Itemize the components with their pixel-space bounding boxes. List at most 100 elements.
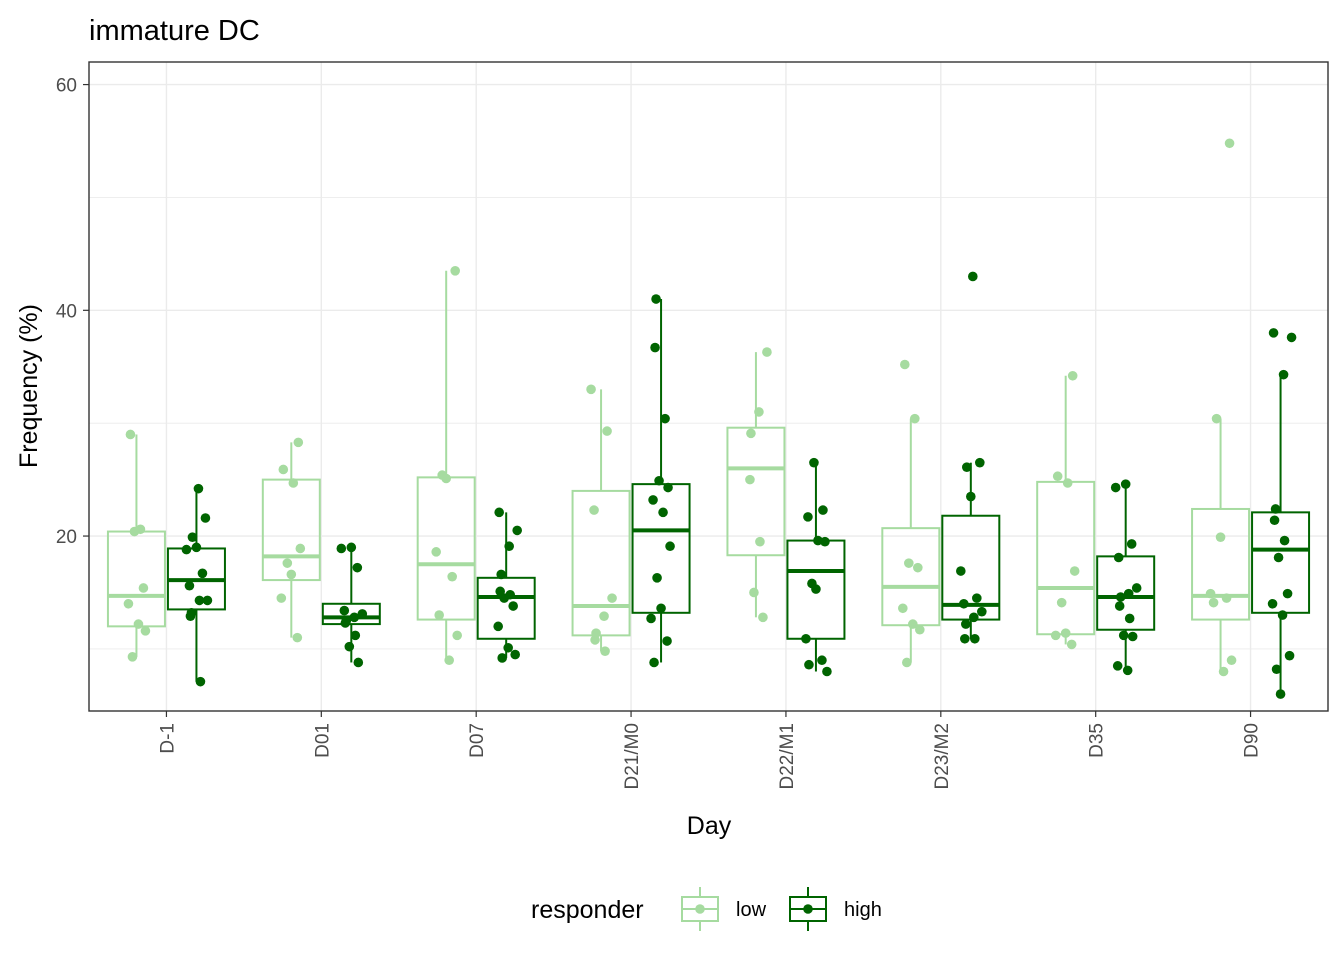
box-iqr	[1251, 511, 1311, 614]
data-point-high	[649, 657, 659, 668]
legend-label: low	[736, 899, 767, 921]
data-point-high	[646, 613, 656, 624]
data-point-low	[1211, 413, 1222, 424]
data-point-high	[652, 573, 662, 583]
data-point-low	[278, 464, 289, 475]
data-point-high	[1284, 650, 1295, 661]
legend: responder low high	[531, 887, 882, 931]
data-point-low	[762, 347, 772, 357]
x-tick-label: D07	[467, 723, 488, 758]
data-point-high	[1110, 482, 1121, 493]
x-axis-ticks: D-1 D01 D07 D21/M0 D22/M1 D23/M2 D35 D90	[157, 711, 1263, 790]
data-point-high	[822, 666, 832, 677]
x-axis-label: Day	[687, 812, 732, 840]
data-point-high	[1112, 661, 1123, 671]
y-tick-label: 40	[56, 301, 77, 322]
x-tick-label: D22/M1	[777, 723, 798, 790]
data-point-high	[818, 505, 828, 515]
data-point-high	[654, 475, 664, 486]
data-point-low	[127, 652, 138, 662]
data-point-high	[195, 676, 206, 687]
data-point-high	[1275, 689, 1286, 699]
data-point-high	[959, 598, 969, 609]
data-point-high	[494, 507, 504, 518]
data-point-low	[607, 593, 617, 603]
data-point-low	[755, 536, 765, 547]
data-point-high	[339, 605, 350, 616]
box-iqr	[476, 576, 536, 640]
y-tick-label: 60	[56, 76, 77, 97]
data-point-low	[1062, 478, 1073, 488]
data-point-high	[496, 569, 506, 580]
data-point-high	[1124, 613, 1135, 624]
box-low	[726, 352, 786, 618]
x-tick-label: D23/M2	[932, 723, 953, 790]
data-point-low	[910, 413, 920, 424]
data-point-high	[803, 512, 813, 522]
data-point-high	[656, 603, 666, 614]
panel-border	[88, 61, 1329, 712]
data-point-high	[493, 621, 503, 632]
data-point-high	[651, 294, 661, 304]
data-point-high	[962, 462, 972, 473]
legend-title: responder	[531, 896, 644, 924]
points	[123, 138, 1297, 699]
x-tick-label: D90	[1242, 723, 1263, 758]
data-point-high	[1282, 588, 1293, 599]
data-point-low	[1218, 666, 1229, 677]
data-point-low	[1224, 138, 1235, 149]
x-tick-label: D01	[312, 723, 333, 758]
data-point-high	[1286, 332, 1297, 343]
data-point-low	[898, 603, 908, 614]
data-point-low	[138, 583, 149, 593]
data-point-high	[648, 495, 658, 505]
data-point-high	[185, 611, 196, 621]
data-point-low	[282, 558, 293, 568]
data-point-high	[194, 595, 205, 606]
data-point-high	[187, 532, 198, 542]
data-point-low	[599, 611, 609, 621]
data-point-low	[1205, 588, 1216, 599]
data-point-high	[1123, 588, 1134, 599]
data-point-high	[650, 342, 660, 353]
data-point-high	[1278, 369, 1289, 380]
x-tick-label: D21/M0	[622, 723, 643, 790]
data-point-high	[181, 544, 192, 555]
data-point-high	[969, 612, 979, 623]
data-point-low	[431, 547, 441, 557]
data-point-low	[915, 624, 925, 635]
data-point-low	[125, 429, 136, 440]
data-point-low	[441, 473, 451, 484]
data-point-low	[1226, 655, 1237, 666]
data-point-high	[1115, 592, 1126, 602]
data-point-high	[340, 618, 351, 628]
data-point-low	[902, 657, 912, 668]
data-point-high	[350, 630, 361, 641]
data-point-high	[972, 593, 982, 603]
data-point-high	[202, 595, 213, 606]
data-point-high	[1114, 601, 1125, 611]
data-point-high	[352, 562, 363, 573]
data-point-high	[960, 633, 970, 644]
data-point-low	[129, 526, 140, 537]
data-point-low	[600, 646, 610, 656]
box-iqr	[1096, 555, 1156, 631]
data-point-high	[1267, 598, 1278, 609]
data-point-low	[745, 474, 755, 485]
box-iqr	[321, 602, 381, 626]
y-axis-ticks: 20 40 60	[56, 76, 89, 548]
legend-point	[803, 904, 813, 914]
data-point-low	[908, 619, 918, 629]
data-point-low	[1066, 639, 1077, 650]
data-point-high	[510, 649, 520, 660]
data-point-low	[434, 610, 444, 620]
data-point-low	[900, 359, 910, 370]
legend-label: high	[844, 899, 882, 921]
data-point-high	[968, 271, 978, 282]
data-point-high	[663, 482, 673, 493]
data-point-high	[1279, 535, 1290, 546]
data-point-low	[450, 266, 460, 276]
data-point-low	[746, 428, 756, 439]
data-point-high	[820, 536, 830, 547]
